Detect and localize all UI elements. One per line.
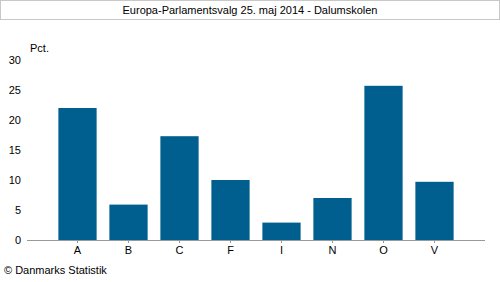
y-tick [24, 60, 27, 61]
chart: Europa-Parlamentsvalg 25. maj 2014 - Dal… [0, 0, 500, 282]
y-tick-label: 20 [9, 114, 21, 126]
y-tick-label: 5 [15, 204, 21, 216]
y-axis-label: Pct. [30, 42, 49, 54]
x-tick-label: B [125, 244, 132, 256]
y-tick-label: 25 [9, 84, 21, 96]
title-box [1, 1, 500, 20]
y-tick [24, 210, 27, 211]
y-tick [24, 90, 27, 91]
bars [58, 86, 453, 240]
title: Europa-Parlamentsvalg 25. maj 2014 - Dal… [123, 4, 378, 16]
x-tick-label: I [280, 244, 283, 256]
source: © Danmarks Statistik [4, 264, 107, 276]
y-tick-label: 10 [9, 174, 21, 186]
bar [109, 205, 147, 240]
bar [262, 223, 300, 240]
y-tick-label: 15 [9, 144, 21, 156]
bar [415, 182, 453, 240]
y-tick-label: 0 [15, 234, 21, 246]
bar [364, 86, 402, 240]
bar [211, 180, 249, 240]
bar [160, 136, 198, 240]
x-tick-label: C [176, 244, 184, 256]
x-tick-label: N [329, 244, 337, 256]
bar [313, 198, 351, 240]
x-tick-label: F [227, 244, 234, 256]
y-tick [24, 150, 27, 151]
x-axis [27, 240, 485, 241]
y-tick-label: 30 [9, 54, 21, 66]
x-tick-label: A [74, 244, 82, 256]
y-tick [24, 180, 27, 181]
bar [58, 108, 96, 240]
y-tick [24, 120, 27, 121]
x-tick-label: V [431, 244, 439, 256]
x-tick-label: O [379, 244, 388, 256]
y-tick [24, 240, 27, 241]
